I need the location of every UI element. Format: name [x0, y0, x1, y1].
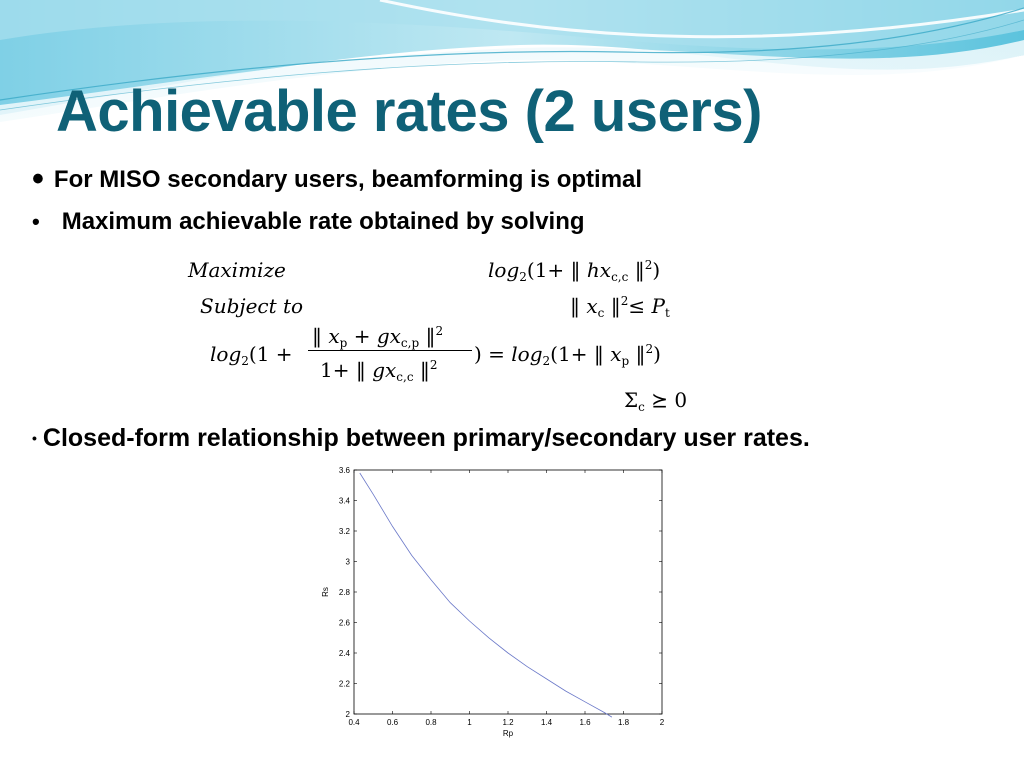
y-tick-label: 3.6	[339, 466, 351, 475]
y-tick-label: 2.8	[339, 588, 351, 597]
y-tick-label: 3	[346, 558, 351, 567]
rate-constraint-rhs: ) = log2(1+ ‖ xp ‖2)	[474, 342, 661, 368]
subject-to-label: Subject to	[200, 294, 304, 318]
y-tick-label: 2.6	[339, 619, 351, 628]
y-tick-label: 2.2	[339, 680, 351, 689]
header-wave-banner	[0, 0, 1024, 122]
x-tick-label: 1.2	[502, 718, 514, 727]
psd-constraint: Σc ⪰ 0	[624, 388, 688, 414]
power-constraint: ‖ xc ‖2≤ Pt	[570, 294, 670, 320]
bullet-dot-icon: •	[32, 209, 40, 234]
bullet-dot-icon: •	[32, 160, 44, 198]
x-tick-label: 0.8	[425, 718, 437, 727]
y-tick-label: 2.4	[339, 649, 351, 658]
x-axis-label: Rp	[503, 729, 514, 738]
y-axis-label: Rs	[321, 587, 330, 597]
x-tick-label: 0.4	[348, 718, 360, 727]
x-tick-label: 2	[660, 718, 665, 727]
x-tick-label: 1	[467, 718, 472, 727]
bullet-beamforming: • For MISO secondary users, beamforming i…	[32, 160, 642, 199]
rate-constraint-lhs: log2(1 +	[210, 342, 293, 368]
x-tick-label: 1.8	[618, 718, 630, 727]
y-tick-label: 2	[346, 710, 351, 719]
fraction-numerator: ‖ xp + gxc,p ‖2	[312, 324, 444, 350]
optimization-equation: Maximize log2(1+ ‖ hxc,c ‖2) Subject to …	[180, 250, 710, 420]
rate-region-chart: 0.4 0.6 0.8 1 1.2 1.4 1.6 1.8 2 2 2.2 2.4 2.6 2.8 3 3.2…	[321, 466, 665, 738]
objective-expression: log2(1+ ‖ hxc,c ‖2)	[488, 258, 661, 284]
bullet-text: For MISO secondary users, beamforming is…	[53, 166, 643, 193]
slide-title: Achievable rates (2 users)	[56, 79, 762, 144]
bullet-closed-form: • Closed-form relationship between primar…	[32, 424, 810, 453]
y-tick-label: 3.2	[339, 527, 351, 536]
bullet-text: Maximum achievable rate obtained by solv…	[61, 208, 585, 235]
fraction-denominator: 1+ ‖ gxc,c ‖2	[320, 358, 438, 384]
bullet-dot-icon: •	[32, 430, 37, 446]
y-tick-label: 3.4	[339, 497, 351, 506]
plot-frame	[353, 469, 663, 715]
bullet-text: Closed-form relationship between primary…	[42, 424, 810, 452]
bullet-max-rate: • Maximum achievable rate obtained by sol…	[32, 208, 585, 236]
fraction-bar	[308, 350, 472, 351]
maximize-label: Maximize	[188, 258, 286, 282]
x-tick-label: 0.6	[387, 718, 399, 727]
x-tick-label: 1.6	[579, 718, 591, 727]
x-tick-label: 1.4	[541, 718, 553, 727]
rate-tradeoff-curve	[359, 472, 613, 718]
